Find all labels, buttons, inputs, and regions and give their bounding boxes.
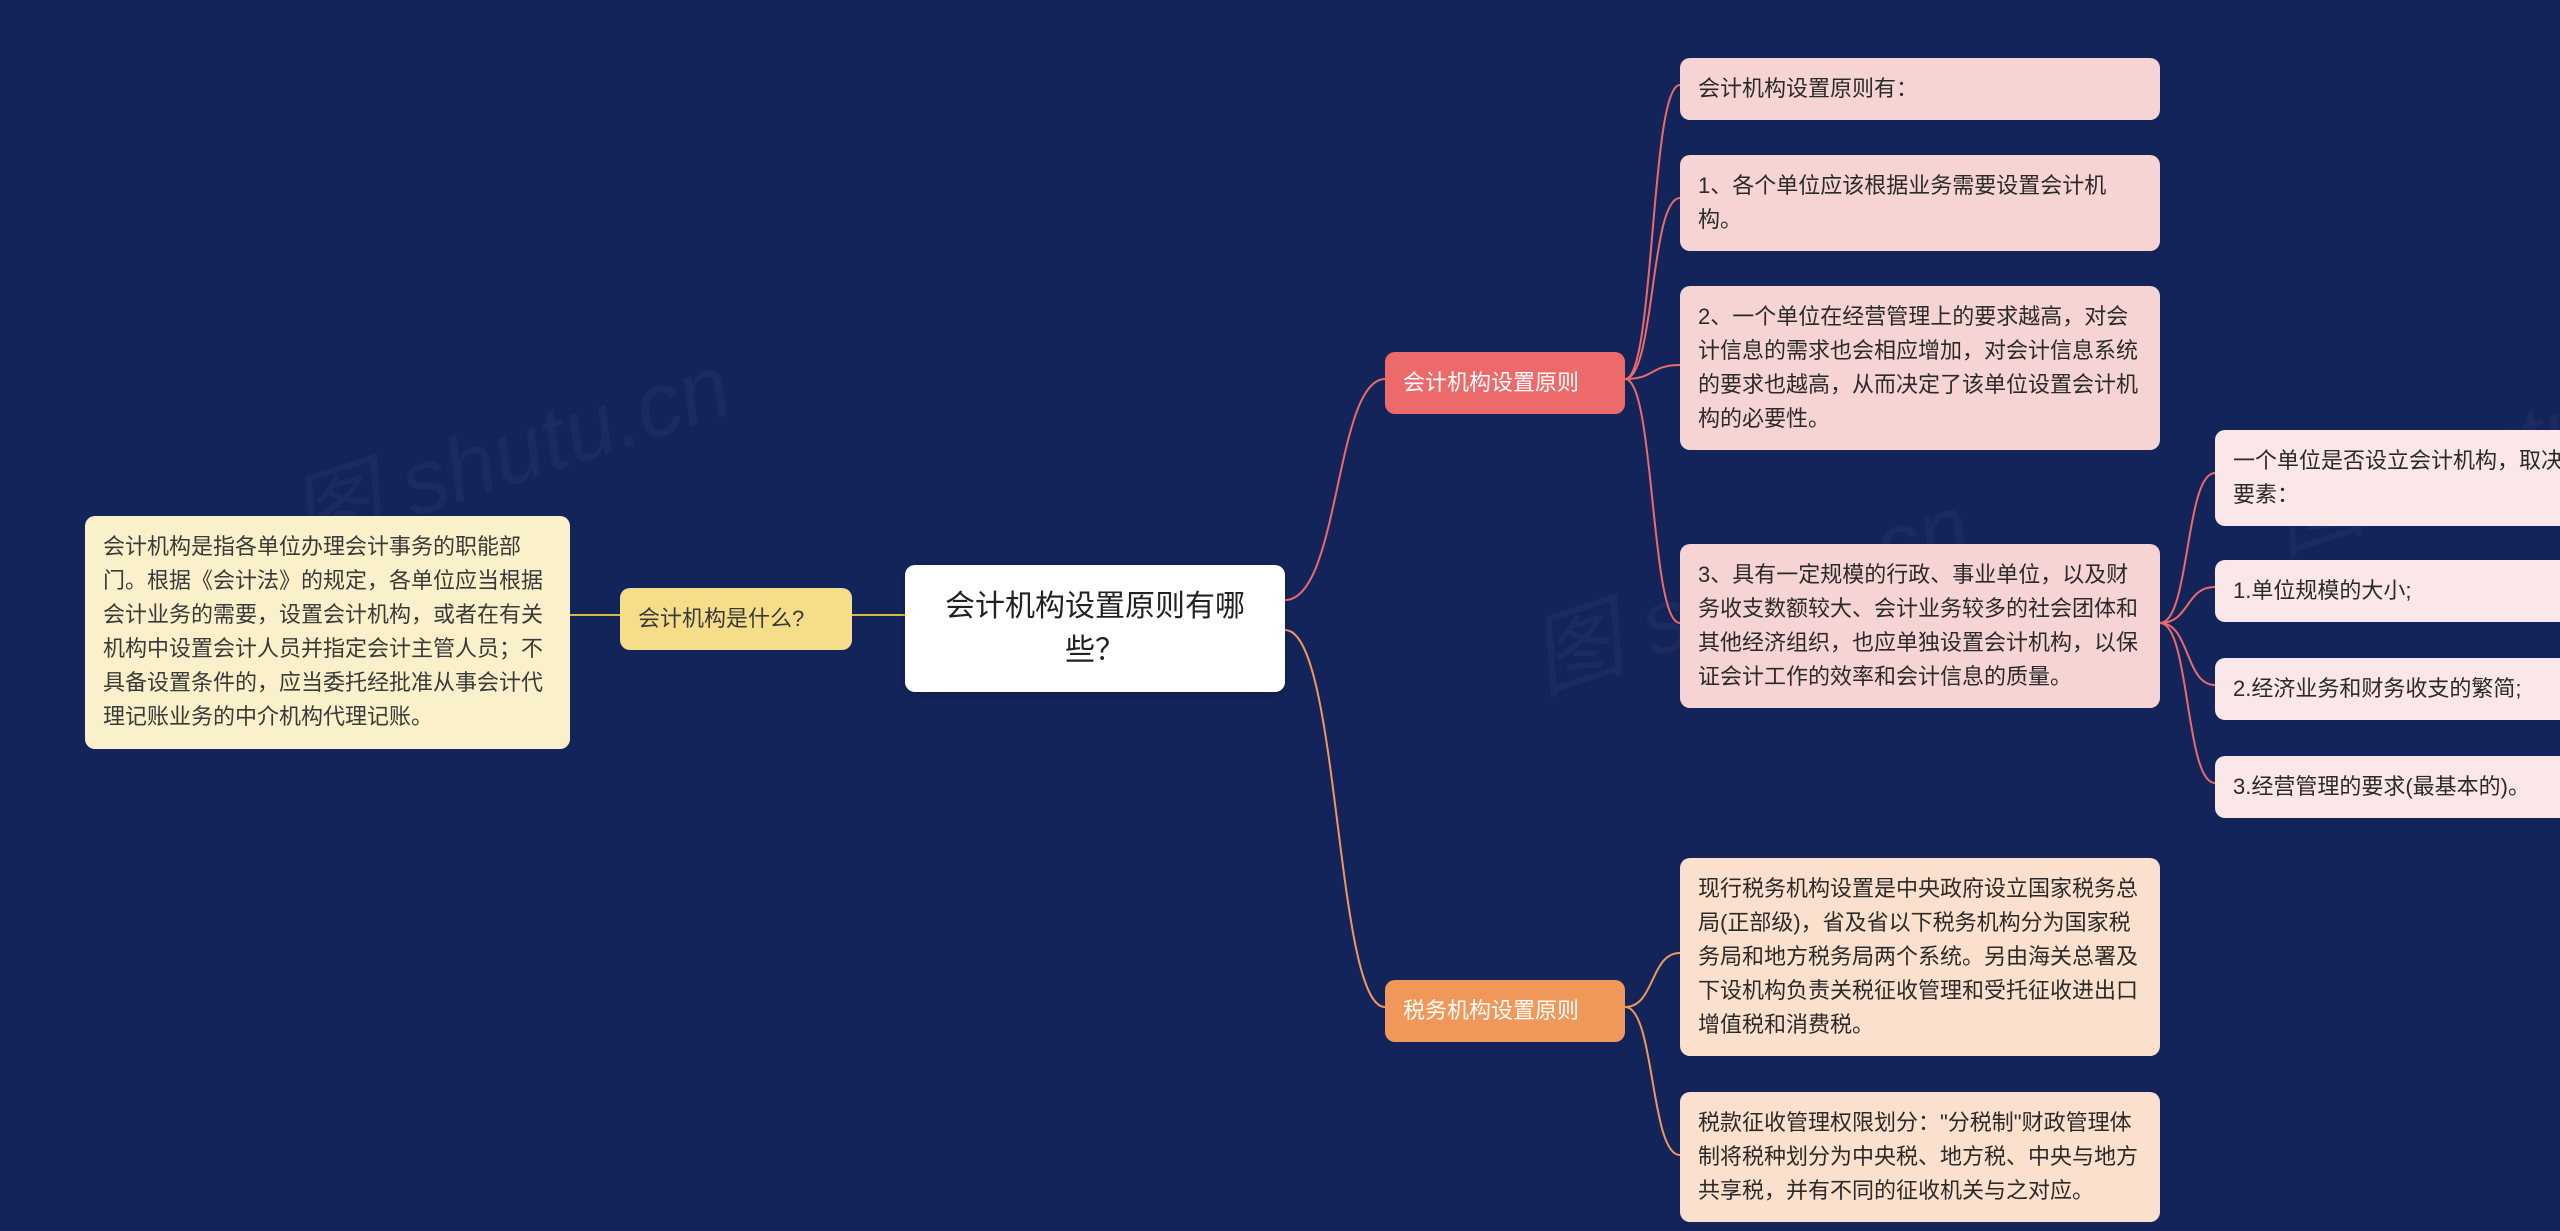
branch-tax-principles: 税务机构设置原则: [1385, 980, 1625, 1042]
leaf-accounting-principle-3: 3、具有一定规模的行政、事业单位，以及财务收支数额较大、会计业务较多的社会团体和…: [1680, 544, 2160, 708]
leaf-accounting-principle-2: 2、一个单位在经营管理上的要求越高，对会计信息的需求也会相应增加，对会计信息系统…: [1680, 286, 2160, 450]
leaf-accounting-principle-intro: 会计机构设置原则有：: [1680, 58, 2160, 120]
leaf-factor-complexity: 2.经济业务和财务收支的繁简;: [2215, 658, 2560, 720]
mindmap-root: 会计机构设置原则有哪些？: [905, 565, 1285, 692]
branch-what-is-accounting-org: 会计机构是什么?: [620, 588, 852, 650]
leaf-three-factors-intro: 一个单位是否设立会计机构，取决于三方面的要素：: [2215, 430, 2560, 526]
branch-accounting-principles: 会计机构设置原则: [1385, 352, 1625, 414]
leaf-accounting-principle-1: 1、各个单位应该根据业务需要设置会计机构。: [1680, 155, 2160, 251]
leaf-tax-authority: 税款征收管理权限划分："分税制"财政管理体制将税种划分为中央税、地方税、中央与地…: [1680, 1092, 2160, 1222]
leaf-factor-scale: 1.单位规模的大小;: [2215, 560, 2560, 622]
leaf-tax-structure: 现行税务机构设置是中央政府设立国家税务总局(正部级)，省及省以下税务机构分为国家…: [1680, 858, 2160, 1056]
leaf-accounting-org-definition: 会计机构是指各单位办理会计事务的职能部门。根据《会计法》的规定，各单位应当根据会…: [85, 516, 570, 749]
leaf-factor-management: 3.经营管理的要求(最基本的)。: [2215, 756, 2560, 818]
